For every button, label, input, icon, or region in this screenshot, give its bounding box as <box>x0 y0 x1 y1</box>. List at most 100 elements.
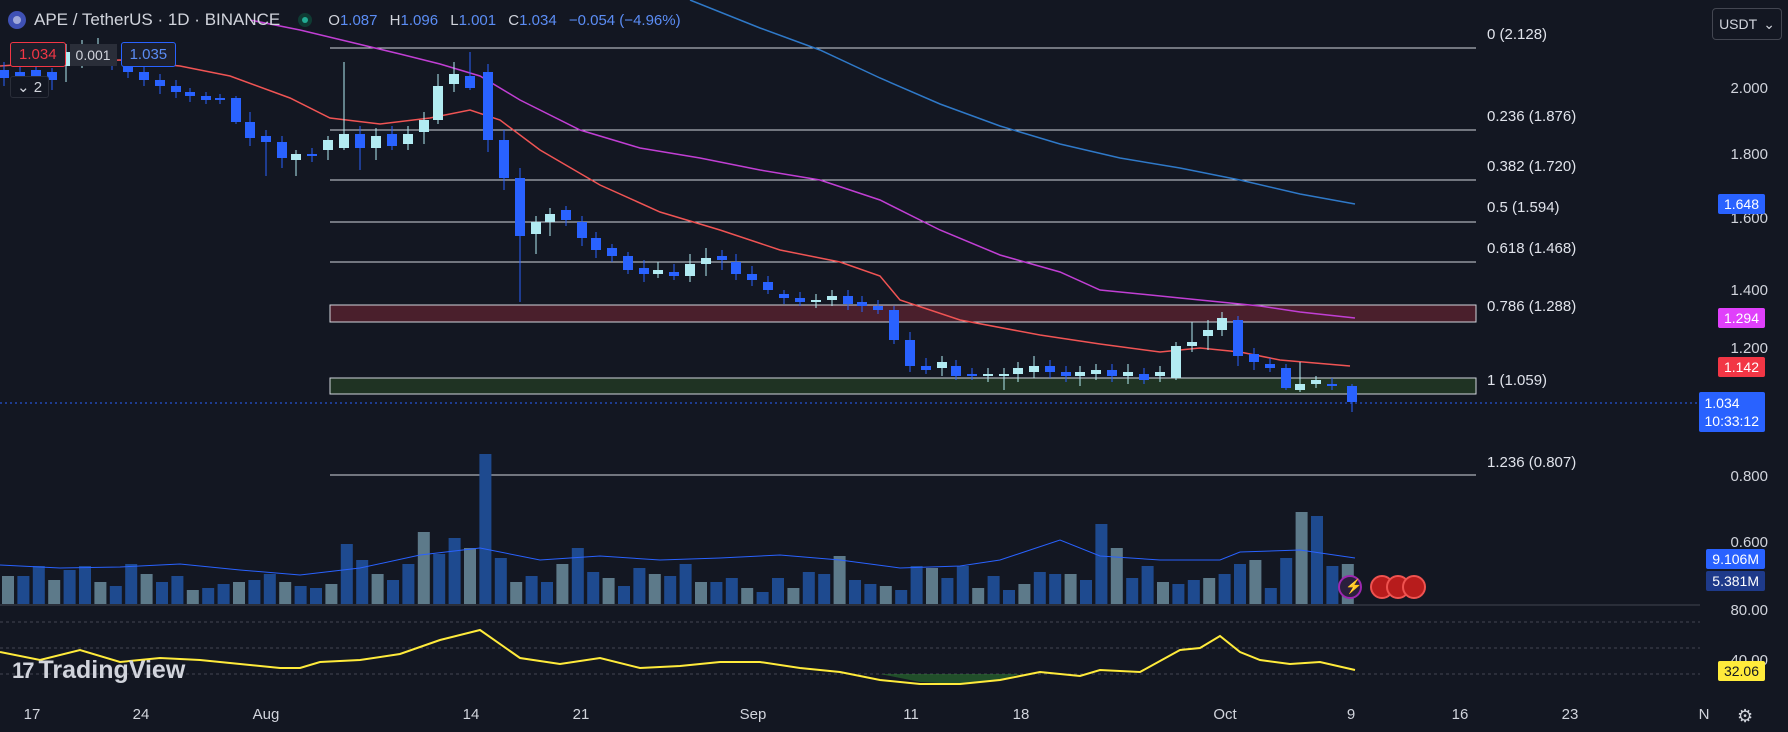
candle-body <box>545 214 555 222</box>
volume-bar <box>618 586 630 604</box>
volume-bar <box>864 584 877 604</box>
sell-button[interactable]: 1.034 <box>10 42 66 67</box>
volume-bar <box>1018 584 1031 604</box>
candle-body <box>811 300 821 302</box>
candle-body <box>277 142 287 158</box>
candle-body <box>1123 372 1133 376</box>
indicator-collapse-button[interactable]: ⌄ 2 <box>10 76 50 98</box>
candle-body <box>889 310 899 340</box>
volume-bar <box>1095 524 1108 604</box>
candle-body <box>857 302 867 306</box>
fib-label: 0.618 (1.468) <box>1487 240 1577 257</box>
candle-body <box>951 366 961 376</box>
candle-body <box>123 62 133 72</box>
last-price-badge: 1.034 10:33:12 <box>1698 392 1765 432</box>
candle-body <box>433 86 443 120</box>
volume-bar <box>510 582 523 604</box>
bar-countdown: 10:33:12 <box>1704 413 1760 429</box>
candle-body <box>669 272 679 276</box>
candle-body <box>873 306 883 310</box>
volume-bar <box>556 564 569 604</box>
price-label: 1.200 <box>1730 340 1768 357</box>
volume-bar <box>987 576 1000 604</box>
candle-body <box>1295 384 1305 390</box>
candle-body <box>1249 354 1259 362</box>
volume-ma-line <box>0 539 1356 576</box>
candle-body <box>339 134 349 148</box>
volume-bar <box>387 580 399 604</box>
us-flag-event-icon[interactable] <box>1370 575 1394 599</box>
candle-body <box>403 134 413 144</box>
candle-body <box>747 274 757 280</box>
volume-bar <box>664 576 677 604</box>
volume-bar <box>356 560 369 604</box>
volume-bar <box>772 578 784 604</box>
price-label: 0.800 <box>1730 468 1768 485</box>
volume-bar <box>279 582 292 604</box>
volume-bar <box>541 582 553 604</box>
candle-body <box>323 140 333 150</box>
gear-icon[interactable]: ⚙ <box>1737 706 1754 726</box>
rsi-label: 80.00 <box>1730 602 1768 619</box>
volume-bar <box>695 582 707 604</box>
market-status-icon[interactable] <box>298 13 313 27</box>
candle-body <box>371 136 381 148</box>
price-label: 1.400 <box>1730 282 1768 299</box>
volume-bar <box>140 574 153 604</box>
lightning-icon[interactable]: ⚡ <box>1338 575 1362 599</box>
candle-body <box>1347 386 1357 402</box>
time-label: 17 <box>23 706 41 723</box>
candle-body <box>1281 368 1291 388</box>
candle-body <box>307 154 317 156</box>
candle-body <box>171 86 181 92</box>
volume-bar <box>310 588 322 604</box>
candle-body <box>685 264 695 276</box>
fib-label: 1 (1.059) <box>1487 372 1548 389</box>
candle-body <box>701 258 711 264</box>
candle-body <box>465 76 475 88</box>
ma-purple-badge: 1.294 <box>1717 308 1765 328</box>
candle-body <box>139 72 149 80</box>
symbol-title[interactable]: APE / TetherUS · 1D · BINANCE <box>34 10 281 29</box>
price-label: 2.000 <box>1730 80 1768 97</box>
volume-bars <box>2 454 1354 604</box>
volume-bar <box>895 590 908 604</box>
volume-bar <box>125 564 138 604</box>
ape-coin-icon[interactable] <box>8 11 26 29</box>
candle-body <box>561 210 571 220</box>
candle-body <box>717 256 727 260</box>
last-price: 1.034 <box>1704 395 1740 411</box>
buy-button[interactable]: 1.035 <box>120 42 177 67</box>
time-label: 24 <box>132 706 150 723</box>
us-flag-event-icon[interactable] <box>1402 575 1426 599</box>
volume-bar <box>1295 512 1308 604</box>
candle-body <box>47 72 57 80</box>
volume-bar <box>1218 574 1231 604</box>
volume-bar <box>833 556 846 604</box>
candle-body <box>231 98 241 122</box>
fib-label: 0.382 (1.720) <box>1487 158 1577 175</box>
volume-bar <box>1187 580 1200 604</box>
candle-body <box>779 294 789 298</box>
price-label: 1.800 <box>1730 146 1768 163</box>
volume-bar <box>233 582 245 604</box>
volume-bar <box>1264 588 1277 604</box>
price-label: 1.600 <box>1730 210 1768 227</box>
candle-body <box>937 362 947 368</box>
volume-badge: 5.381M <box>1706 571 1765 591</box>
fib-label: 0.5 (1.594) <box>1487 199 1560 216</box>
candle-body <box>419 120 429 132</box>
fib-label: 0.236 (1.876) <box>1487 108 1577 125</box>
candle-body <box>577 222 587 238</box>
volume-bar <box>602 578 615 604</box>
candle-body <box>0 70 9 78</box>
volume-bar <box>1157 582 1169 604</box>
candle-body <box>999 374 1009 376</box>
candle-body <box>515 178 525 236</box>
volume-bar <box>710 582 723 604</box>
currency-select[interactable]: USDT ⌄ <box>1712 8 1782 40</box>
candle-body <box>763 282 773 290</box>
tradingview-logo[interactable]: 17 TradingView <box>12 656 186 684</box>
volume-bar <box>787 588 800 604</box>
